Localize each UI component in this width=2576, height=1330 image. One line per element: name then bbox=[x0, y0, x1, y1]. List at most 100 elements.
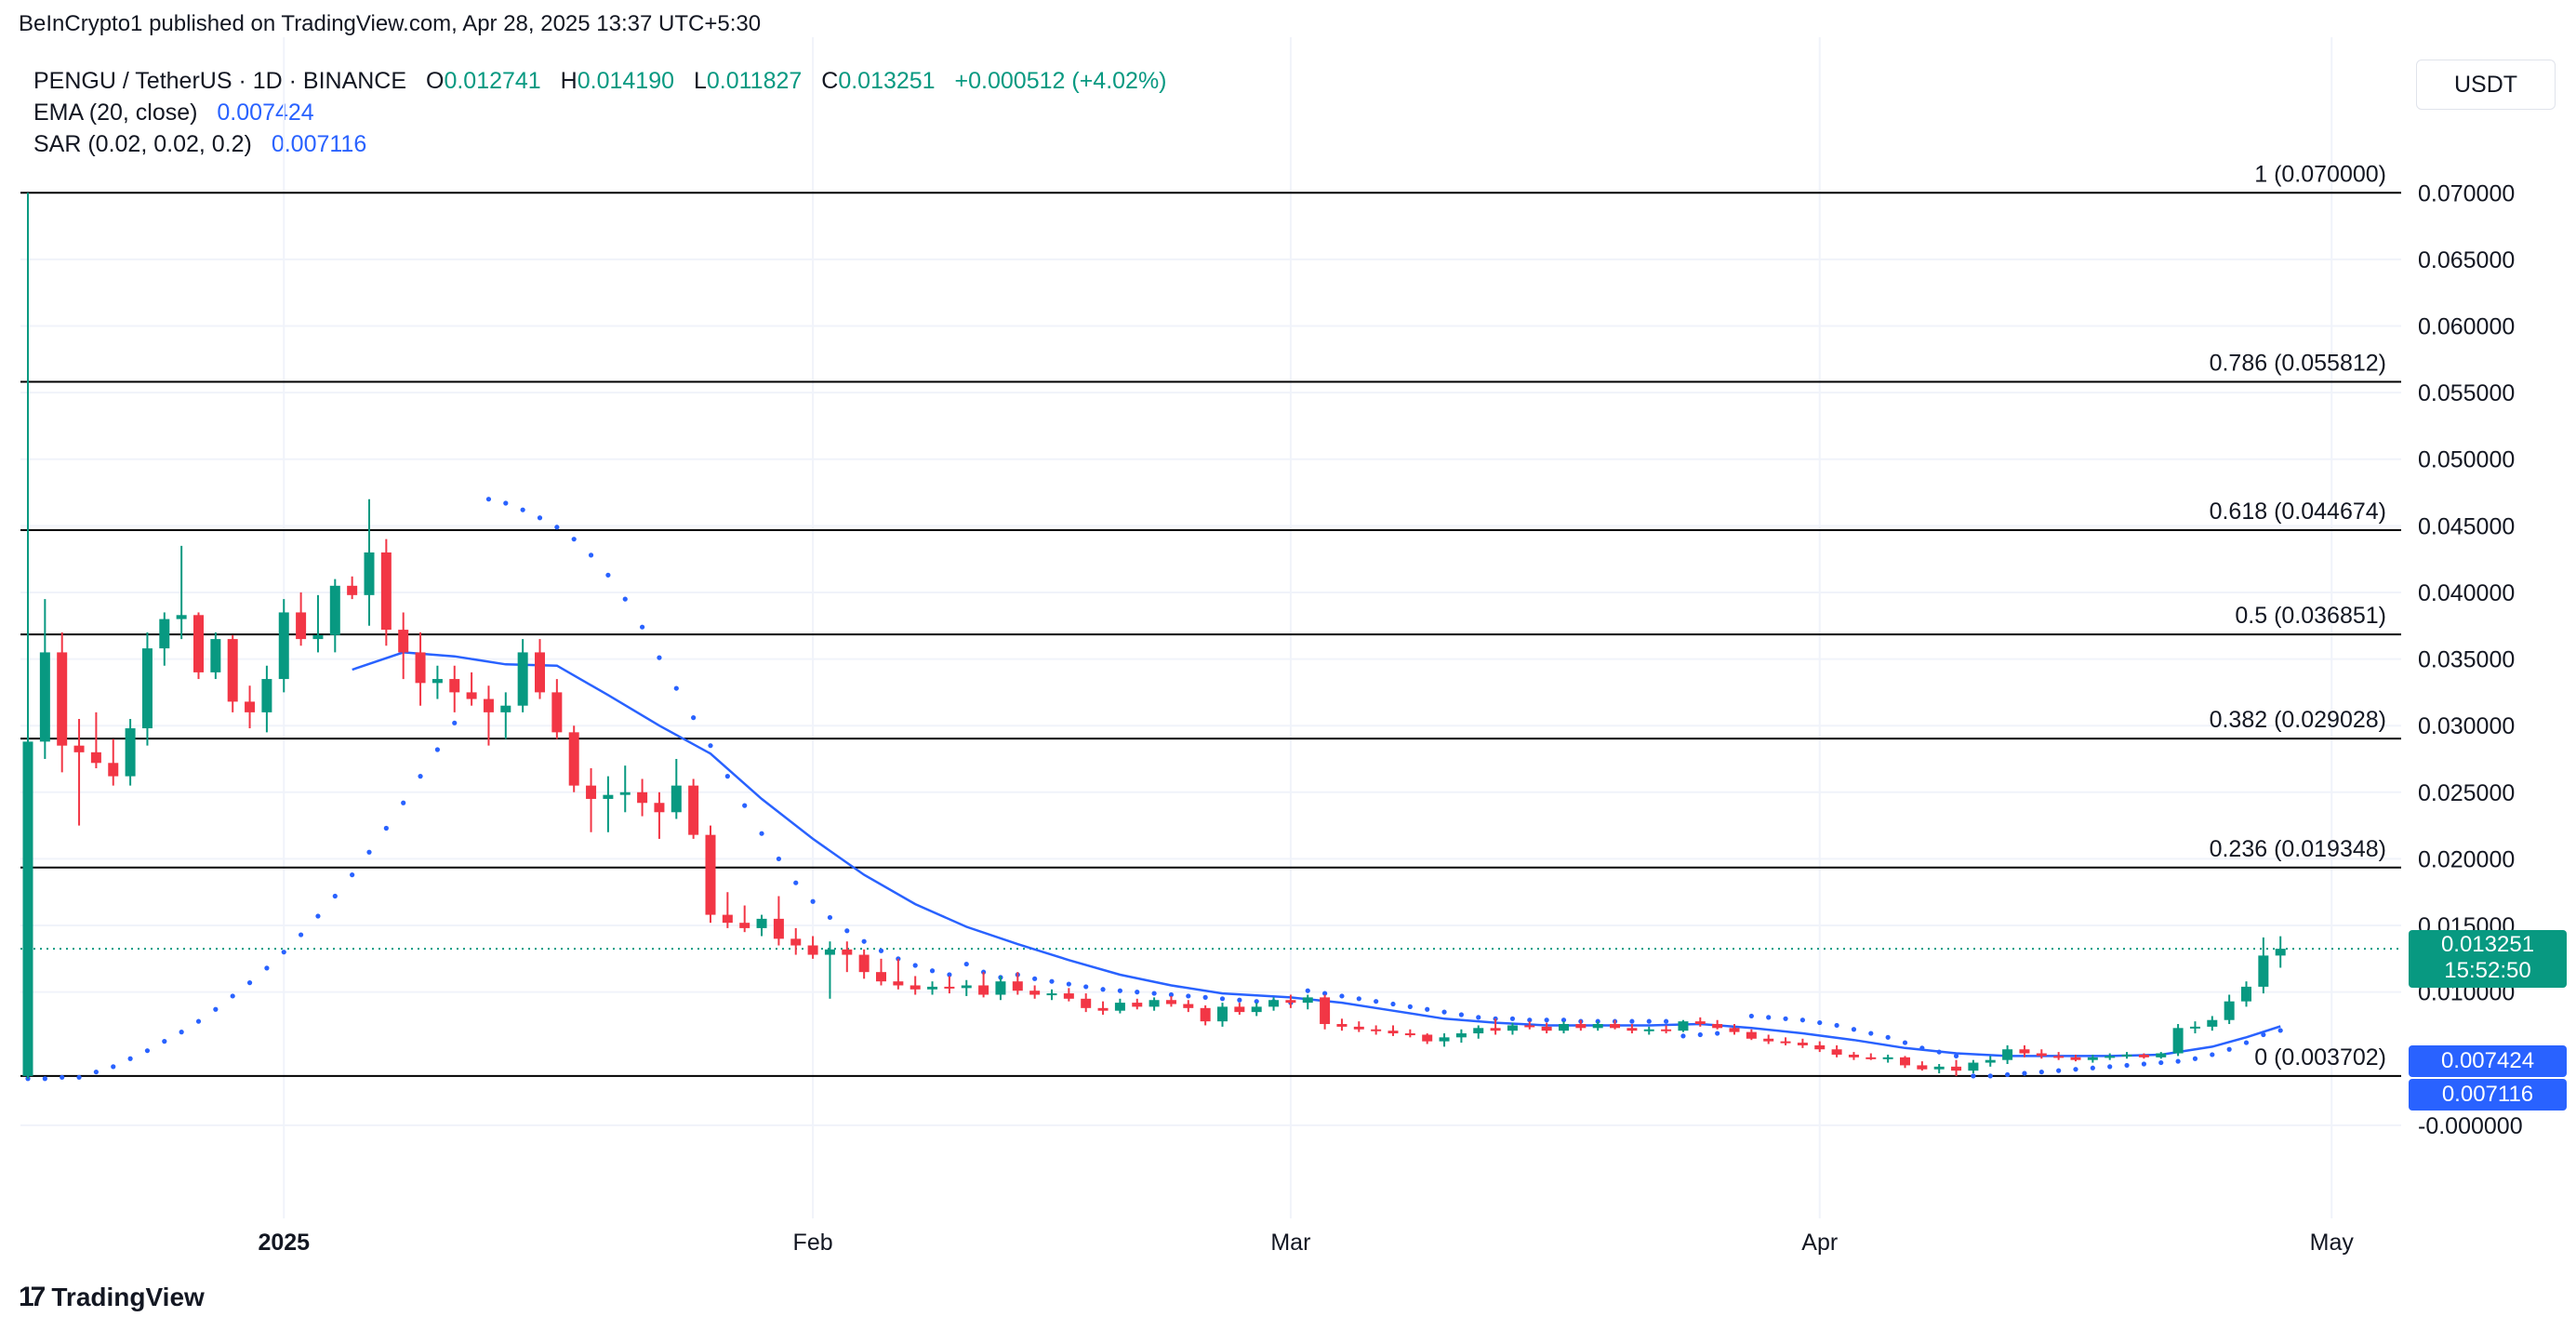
candle-body bbox=[1712, 1024, 1723, 1029]
candle-body bbox=[312, 634, 324, 640]
candle-body bbox=[1012, 981, 1023, 991]
low-label: L bbox=[693, 68, 707, 94]
candle-body bbox=[22, 741, 33, 1076]
candle-body bbox=[1063, 993, 1074, 999]
candle-body bbox=[893, 981, 904, 986]
candle-body bbox=[807, 945, 818, 955]
tradingview-logo[interactable]: 17 TradingView bbox=[19, 1282, 205, 1313]
y-tick-label: 0.055000 bbox=[2418, 380, 2515, 406]
candle-body bbox=[1814, 1044, 1826, 1050]
sar-dot bbox=[1100, 987, 1106, 992]
sar-dot bbox=[1374, 999, 1379, 1004]
candle-body bbox=[1302, 997, 1313, 1004]
sar-dot bbox=[759, 831, 764, 836]
sar-dot bbox=[452, 720, 458, 725]
candle-body bbox=[1541, 1026, 1552, 1031]
candle-body bbox=[1029, 991, 1041, 995]
sar-dot bbox=[401, 800, 406, 805]
sar-dot bbox=[1834, 1022, 1839, 1029]
ema-row[interactable]: EMA (20, close) 0.007424 bbox=[33, 97, 1167, 128]
sar-dot bbox=[708, 743, 713, 749]
candle-body bbox=[619, 791, 631, 795]
candle-body bbox=[2070, 1057, 2081, 1060]
currency-button[interactable]: USDT bbox=[2416, 60, 2556, 110]
candle-body bbox=[1661, 1029, 1672, 1031]
sar-dot bbox=[195, 1018, 202, 1024]
sar-dot bbox=[1953, 1053, 1959, 1058]
candle-body bbox=[159, 618, 170, 649]
candle-body bbox=[108, 763, 119, 777]
sar-dot bbox=[537, 515, 543, 521]
candle-body bbox=[1933, 1066, 1945, 1070]
y-axis[interactable]: 0.070000 0.065000 0.060000 0.055000 0.050000… bbox=[2418, 180, 2523, 1139]
candle-body bbox=[1132, 1003, 1143, 1007]
candle-body bbox=[364, 552, 375, 595]
candle-body bbox=[1575, 1024, 1587, 1029]
sar-dot bbox=[605, 572, 611, 578]
candle-body bbox=[1473, 1028, 1484, 1034]
sar-dot bbox=[571, 537, 577, 542]
candle-body bbox=[1627, 1028, 1638, 1031]
sar-dot bbox=[2158, 1059, 2164, 1066]
candle-body bbox=[1746, 1031, 1757, 1039]
candle-body bbox=[2002, 1049, 2013, 1060]
sar-dot bbox=[1219, 996, 1226, 1002]
candle-body bbox=[1149, 1000, 1160, 1007]
candle-body bbox=[603, 794, 614, 799]
sar-dot bbox=[1527, 1017, 1533, 1023]
y-tick-label: 0.070000 bbox=[2418, 180, 2515, 206]
candle-body bbox=[347, 585, 358, 595]
candle-body bbox=[193, 615, 204, 672]
sar-dot bbox=[844, 928, 850, 934]
candle-body bbox=[1866, 1057, 1877, 1059]
symbol-title[interactable]: PENGU / TetherUS · 1D · BINANCE bbox=[33, 68, 407, 94]
sar-dot bbox=[810, 898, 816, 904]
sar-dot bbox=[1748, 1013, 1754, 1019]
candle-body bbox=[73, 745, 85, 752]
sar-dot bbox=[1202, 994, 1208, 1000]
ema-path bbox=[352, 651, 2281, 1057]
sar-row[interactable]: SAR (0.02, 0.02, 0.2) 0.007116 bbox=[33, 128, 1167, 160]
candle-body bbox=[1183, 1004, 1194, 1008]
sar-dot bbox=[2243, 1040, 2250, 1045]
sar-dot bbox=[42, 1076, 47, 1082]
sar-dot bbox=[1458, 1012, 1464, 1017]
sar-dot bbox=[640, 624, 645, 630]
ema-line bbox=[352, 651, 2281, 1057]
candle-body bbox=[1081, 998, 1092, 1008]
sar-dot bbox=[60, 1074, 65, 1080]
high-label: H bbox=[560, 68, 578, 94]
sar-dot bbox=[1680, 1033, 1686, 1039]
candle-body bbox=[90, 751, 101, 764]
candle-body bbox=[1097, 1007, 1109, 1011]
candle-body bbox=[1524, 1025, 1535, 1028]
sar-dot bbox=[2261, 1031, 2266, 1038]
candle-body bbox=[57, 652, 68, 746]
candle-body bbox=[483, 698, 494, 712]
candle-body bbox=[227, 639, 238, 702]
candle-body bbox=[1439, 1037, 1450, 1042]
sar-dot bbox=[520, 507, 525, 512]
candle-body bbox=[1490, 1028, 1501, 1031]
candle-body bbox=[995, 981, 1006, 995]
sar-dot bbox=[213, 1006, 219, 1012]
candle-body bbox=[1404, 1033, 1415, 1036]
sar-dot bbox=[1135, 990, 1140, 995]
candle-body bbox=[329, 585, 340, 635]
sar-dot bbox=[1766, 1015, 1772, 1020]
tradingview-brand: TradingView bbox=[51, 1283, 205, 1311]
candle-body bbox=[1455, 1033, 1467, 1038]
candle-body bbox=[654, 803, 665, 813]
sar-dot bbox=[2175, 1058, 2181, 1064]
x-axis[interactable]: 2025 Feb Mar Apr May bbox=[258, 1230, 2354, 1256]
candle-body bbox=[1831, 1049, 1842, 1055]
tradingview-logo-icon: 17 bbox=[19, 1282, 46, 1312]
sar-dot bbox=[1407, 1004, 1413, 1009]
sar-dot bbox=[691, 715, 697, 721]
candle-body bbox=[722, 914, 733, 924]
sar-label: SAR (0.02, 0.02, 0.2) bbox=[33, 131, 252, 157]
sar-dot bbox=[1151, 991, 1157, 996]
sar-dot bbox=[76, 1074, 82, 1080]
candle-body bbox=[1353, 1026, 1364, 1030]
